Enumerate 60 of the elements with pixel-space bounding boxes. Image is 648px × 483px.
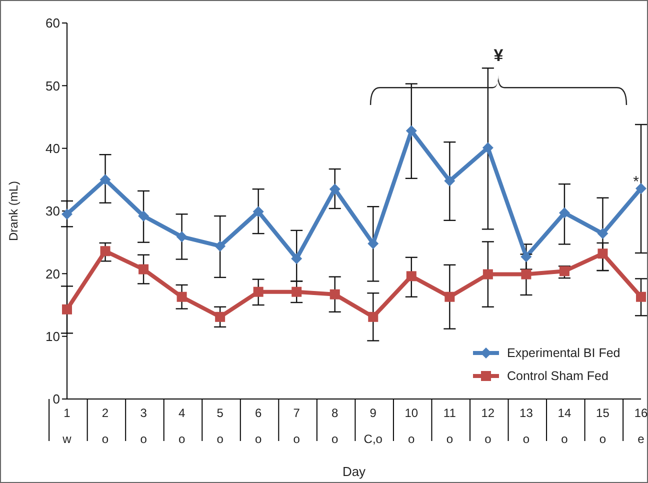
point <box>176 231 188 242</box>
point <box>521 269 532 280</box>
point <box>520 251 532 262</box>
point <box>559 266 570 276</box>
point <box>62 208 72 220</box>
x-tick-label: 4 o <box>178 406 186 446</box>
point <box>368 238 379 250</box>
x-tick-label: 10 o <box>404 406 418 446</box>
point <box>597 228 608 240</box>
y-tick-label: 60 <box>46 16 60 31</box>
x-tick-label: 15 o <box>596 406 610 446</box>
x-tick-label: 7 o <box>293 406 300 446</box>
point <box>100 174 111 186</box>
point <box>292 286 302 297</box>
point <box>330 289 340 300</box>
legend-label: Control Sham Fed <box>507 368 608 382</box>
y-axis-title: Drank (mL) <box>6 180 20 241</box>
x-tick-label: 3 o <box>140 406 148 446</box>
x-axis-title: Day <box>342 464 366 479</box>
point <box>62 304 72 314</box>
y-tick-label: 20 <box>46 266 60 282</box>
x-tick-label: 14 o <box>558 406 572 446</box>
point <box>100 246 110 256</box>
point <box>215 312 226 322</box>
point <box>214 240 226 252</box>
point <box>138 210 150 222</box>
point <box>444 175 456 186</box>
x-tick-label: 2 o <box>102 406 109 446</box>
point <box>291 253 302 264</box>
legend-label: Experimental BI Fed <box>507 346 620 360</box>
annotation: ¥ <box>494 46 504 65</box>
point <box>444 292 455 302</box>
point <box>558 207 570 218</box>
y-tick-label: 40 <box>46 140 60 156</box>
x-tick-label: 13 o <box>520 406 534 446</box>
x-tick-label: 9 C,o <box>364 406 383 446</box>
x-tick-label: 8 o <box>332 406 339 446</box>
point <box>482 269 493 280</box>
x-tick-label: 5 o <box>216 406 224 446</box>
point <box>406 271 416 282</box>
point <box>176 292 187 302</box>
y-tick-label: 0 <box>52 392 60 407</box>
x-tick-label: 1 w <box>62 406 72 446</box>
point <box>482 142 494 154</box>
x-tick-label: 6 o <box>254 406 262 446</box>
point <box>253 286 264 297</box>
point <box>329 184 340 195</box>
point <box>636 182 646 194</box>
point <box>598 248 608 259</box>
point <box>636 292 646 302</box>
y-tick-label: 30 <box>46 204 60 219</box>
annotation: * <box>633 173 640 190</box>
point <box>252 206 264 218</box>
point <box>138 264 149 274</box>
x-tick-label: 12 o <box>481 406 495 446</box>
x-tick-label: 11 o <box>443 406 456 446</box>
point <box>368 312 378 322</box>
y-tick-label: 50 <box>46 78 60 94</box>
point <box>406 125 417 136</box>
y-tick-label: 10 <box>46 328 60 344</box>
